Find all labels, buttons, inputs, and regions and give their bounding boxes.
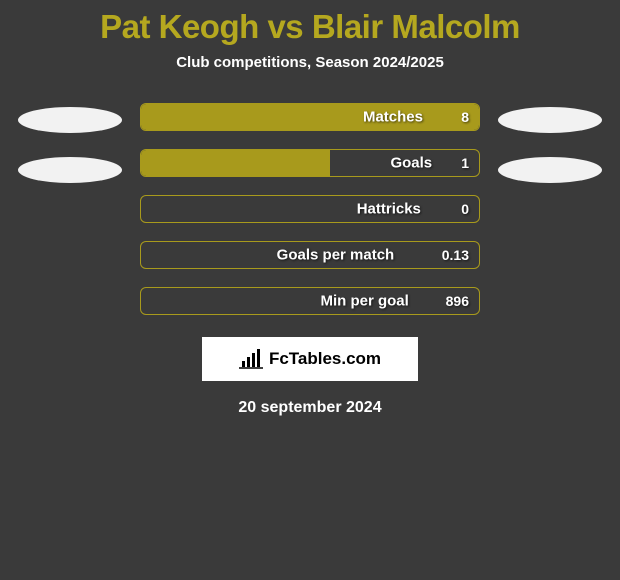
logo-text: FcTables.com [269, 349, 381, 369]
stat-label: Min per goal [320, 293, 408, 310]
stat-value: 1 [461, 155, 469, 171]
logo-box[interactable]: FcTables.com [202, 337, 418, 381]
stat-bars: Matches 8 Goals 1 Hattricks 0 Goals per match 0… [140, 103, 480, 315]
player-avatar [498, 107, 602, 133]
stat-bar-fill [141, 150, 330, 176]
stat-label: Goals [390, 155, 432, 172]
stat-bar: Goals per match 0.13 [140, 241, 480, 269]
stat-bar: Hattricks 0 [140, 195, 480, 223]
stat-value: 8 [461, 109, 469, 125]
page-title: Pat Keogh vs Blair Malcolm [0, 8, 620, 46]
stat-value: 896 [446, 293, 469, 309]
date-text: 20 september 2024 [0, 399, 620, 417]
stat-bar-fill [141, 104, 479, 130]
stat-value: 0 [461, 201, 469, 217]
stat-bar: Min per goal 896 [140, 287, 480, 315]
player-avatar [498, 157, 602, 183]
stat-label: Hattricks [357, 201, 421, 218]
stat-bar: Matches 8 [140, 103, 480, 131]
subtitle: Club competitions, Season 2024/2025 [0, 54, 620, 71]
right-avatars [498, 103, 602, 183]
stat-label: Goals per match [277, 247, 395, 264]
stat-value: 0.13 [442, 247, 469, 263]
left-avatars [18, 103, 122, 183]
player-avatar [18, 157, 122, 183]
comparison-container: Pat Keogh vs Blair Malcolm Club competit… [0, 0, 620, 417]
stat-label: Matches [363, 109, 423, 126]
stat-bar: Goals 1 [140, 149, 480, 177]
stats-area: Matches 8 Goals 1 Hattricks 0 Goals per match 0… [0, 103, 620, 315]
bar-chart-icon [239, 349, 263, 369]
player-avatar [18, 107, 122, 133]
